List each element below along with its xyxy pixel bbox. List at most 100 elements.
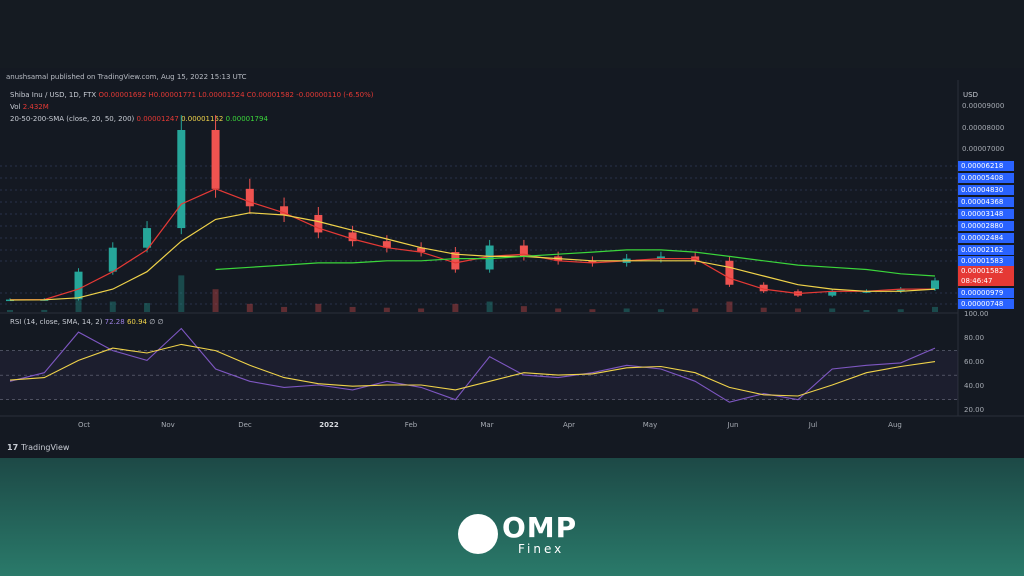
volume-bar <box>520 306 527 312</box>
candle-body <box>485 245 494 270</box>
volume-bar <box>863 310 870 312</box>
price-level-label: 0.00000979 <box>958 288 1014 298</box>
x-tick: Mar <box>480 421 494 429</box>
candle-body <box>656 256 665 259</box>
volume-bar <box>623 308 630 312</box>
symbol-legend: Shiba Inu / USD, 1D, FTX O0.00001692 H0.… <box>10 91 374 99</box>
price-axis-unit: USD <box>963 91 978 99</box>
volume-bar <box>7 310 13 312</box>
brand-sub: Finex <box>518 542 565 556</box>
volume-bar <box>486 301 493 312</box>
x-tick: Aug <box>888 421 902 429</box>
bar-countdown: 08:46:47 <box>961 277 993 285</box>
brand-logo: OMP Finex <box>458 511 578 561</box>
price-tick: 0.00008000 <box>962 124 1005 132</box>
sma20-line <box>9 188 935 301</box>
rsi-tick: 20.00 <box>964 406 985 414</box>
rsi-line <box>9 327 936 403</box>
candle-body <box>759 284 768 292</box>
volume-bar <box>315 303 322 312</box>
rsi-label: RSI (14, close, SMA, 14, 2) <box>10 318 103 326</box>
candle-body <box>451 252 460 270</box>
rsi-legend: RSI (14, close, SMA, 14, 2) 72.28 60.94 … <box>10 318 164 326</box>
x-tick: Feb <box>404 421 418 429</box>
volume-bar <box>418 308 425 312</box>
candle-body <box>314 215 323 233</box>
current-price-tag: 0.00001582 08:46:47 <box>958 266 1014 286</box>
price-tick: 0.00007000 <box>962 145 1005 153</box>
x-tick: Jun <box>727 421 739 429</box>
sma-label: 20-50-200-SMA (close, 20, 50, 200) <box>10 115 135 123</box>
candle-body <box>417 247 426 253</box>
volume-bar <box>897 309 904 312</box>
change-value: -0.00000110 (-6.50%) <box>296 91 374 99</box>
price-tick: 0.00009000 <box>962 102 1005 110</box>
x-tick: Jul <box>808 421 818 429</box>
candle-body <box>6 299 14 302</box>
volume-bar <box>555 308 562 312</box>
x-tick: Dec <box>238 421 252 429</box>
candle-body <box>74 271 83 300</box>
candle-body <box>828 291 837 296</box>
sma50-line <box>9 212 936 301</box>
sma50-value: 0.00001152 <box>181 115 224 123</box>
x-tick: Nov <box>161 421 175 429</box>
sma200-value: 0.00001794 <box>225 115 268 123</box>
volume-bar <box>692 308 699 312</box>
rsi-sma-value: 60.94 <box>126 318 147 326</box>
volume-bar <box>75 300 82 312</box>
candle-body <box>348 232 357 242</box>
tradingview-logo-icon: 17 <box>7 443 19 452</box>
volume-label: Vol <box>10 103 21 111</box>
high-value: H0.00001771 <box>148 91 197 99</box>
rsi-tick: 40.00 <box>964 382 985 390</box>
symbol-name: Shiba Inu / USD, 1D, FTX <box>10 91 97 99</box>
rsi-tick: 60.00 <box>964 358 985 366</box>
x-tick: Apr <box>562 421 576 429</box>
volume-bar <box>41 309 48 312</box>
rsi-tick: 80.00 <box>964 334 985 342</box>
sma20-value: 0.00001247 <box>136 115 179 123</box>
close-value: C0.00001582 <box>246 91 294 99</box>
candle-body <box>108 247 117 272</box>
rsi-value: 72.28 <box>104 318 125 326</box>
volume-bar <box>383 307 390 312</box>
candle-body <box>382 241 391 248</box>
price-level-label: 0.00006218 <box>958 161 1014 171</box>
price-level-label: 0.00000748 <box>958 299 1014 309</box>
volume-bar <box>452 303 459 312</box>
price-level-label: 0.00002162 <box>958 245 1014 255</box>
volume-bar <box>246 303 253 312</box>
price-level-label: 0.00002484 <box>958 233 1014 243</box>
volume-bar <box>589 309 596 312</box>
candle-body <box>177 130 186 229</box>
candle-body <box>931 280 939 290</box>
price-level-label: 0.00003148 <box>958 209 1014 219</box>
open-value: O0.00001692 <box>98 91 147 99</box>
tradingview-logo: 17 TradingView <box>7 443 69 452</box>
x-tick: 2022 <box>319 421 339 429</box>
volume-bar <box>178 275 185 312</box>
published-caption: anushsamal published on TradingView.com,… <box>6 73 247 81</box>
candle-body <box>862 291 871 293</box>
x-tick: Oct <box>77 421 91 429</box>
volume-bar <box>726 301 733 312</box>
price-level-label: 0.00004830 <box>958 185 1014 195</box>
volume-bar <box>760 307 767 312</box>
volume-bar <box>829 308 836 312</box>
volume-bar <box>349 306 356 312</box>
volume-bar <box>657 309 664 312</box>
volume-bar <box>281 306 288 312</box>
volume-bar <box>109 301 116 312</box>
volume-bar <box>144 303 151 312</box>
candle-body <box>896 289 905 292</box>
x-tick: May <box>642 421 658 429</box>
chart-frame <box>0 68 1024 458</box>
low-value: L0.00001524 <box>198 91 245 99</box>
brand-flame-icon <box>458 514 498 554</box>
volume-bar <box>212 289 219 312</box>
volume-value: 2.432M <box>22 103 49 111</box>
brand-name: OMP <box>502 511 578 544</box>
rsi-extra: ∅ ∅ <box>149 318 164 326</box>
candle-body <box>280 206 289 215</box>
